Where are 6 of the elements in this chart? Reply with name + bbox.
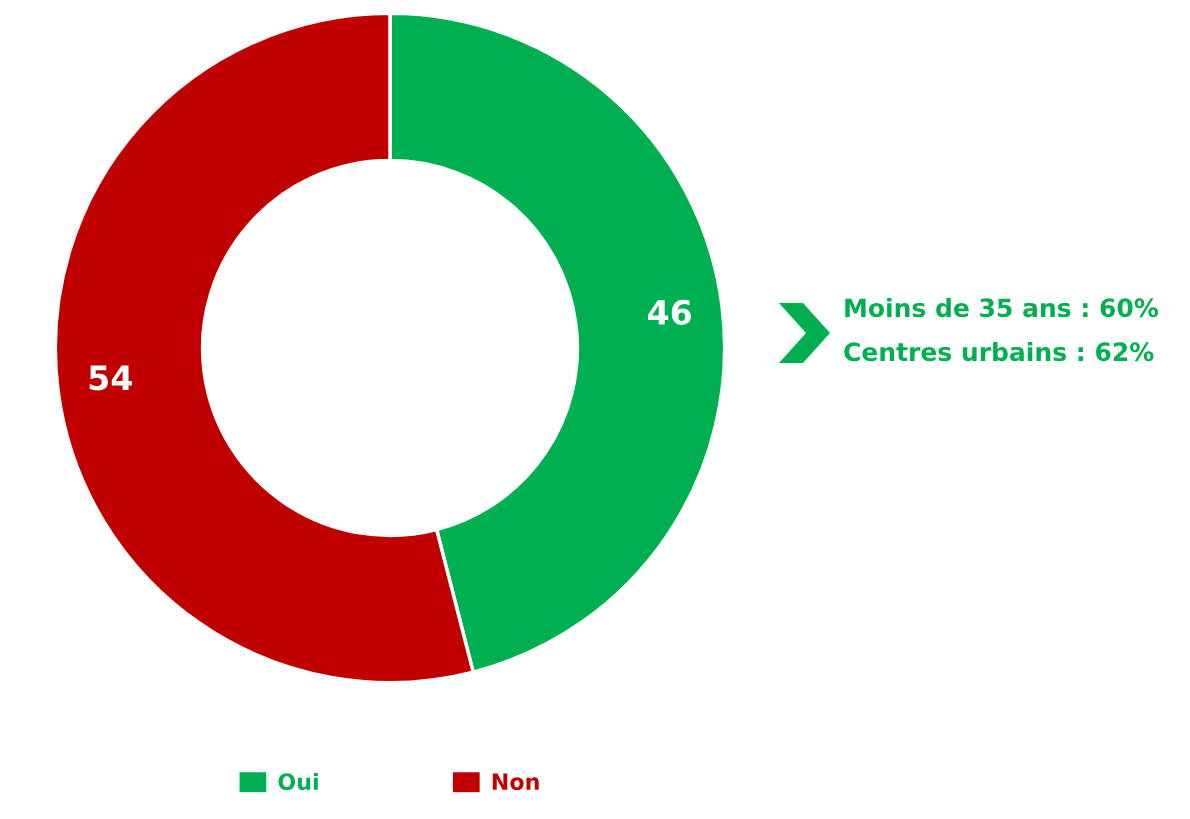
data-label: 46 [648, 299, 692, 325]
text: Centres urbains : 62% [844, 341, 1154, 362]
legend-label: Non [492, 773, 539, 791]
legend-label: Oui [278, 772, 318, 791]
data-label: 54 [89, 365, 132, 391]
text: Moins de 35 ans : 60% [845, 297, 1159, 318]
